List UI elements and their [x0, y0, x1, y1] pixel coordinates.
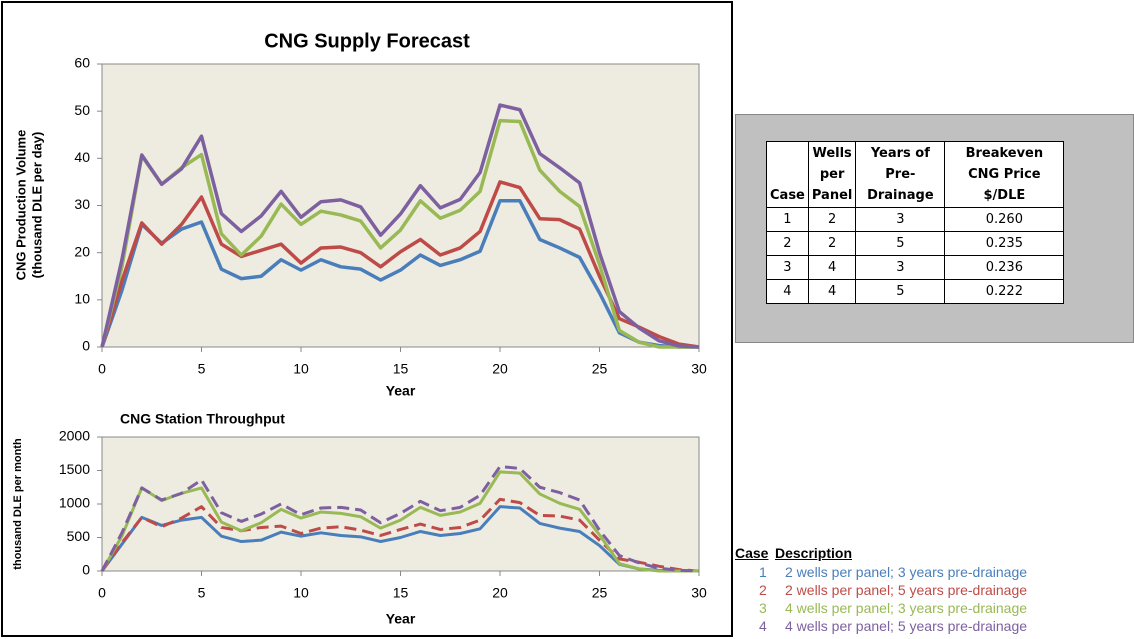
legend-description: 2 wells per panel; 5 years pre-drainage [785, 582, 1028, 598]
y-tick-label: 0 [82, 338, 90, 354]
y-axis-label: CNG Production Volume [13, 130, 28, 281]
legend-header: Description [775, 545, 853, 561]
series-line [100, 470, 699, 573]
x-tick-label: 5 [198, 585, 206, 601]
x-tick-label: 0 [98, 585, 106, 601]
x-tick-label: 15 [393, 585, 409, 601]
y-tick-label: 0 [82, 562, 90, 578]
chart-panel: CNG Supply Forecast Year CNG Production Vo… [1, 1, 733, 637]
x-tick-label: 25 [592, 361, 608, 377]
column-header: Wells per Panel [807, 141, 857, 208]
y-tick-label: 10 [74, 291, 90, 307]
legend-case: 4 [759, 618, 767, 634]
table-cell: 4 [766, 279, 809, 304]
series-line [100, 103, 700, 349]
x-tick-label: 20 [492, 585, 508, 601]
table-cell: 3 [855, 207, 946, 232]
table-cell: 3 [766, 255, 809, 280]
legend-case: 1 [759, 564, 767, 580]
y-tick-label: 30 [74, 196, 90, 212]
y-axis-label: (thousand DLE per day) [29, 132, 44, 279]
chart-title: CNG Station Throughput [120, 411, 285, 427]
table-cell: 0.222 [944, 279, 1065, 304]
table-cell: 2 [807, 231, 857, 256]
table-cell: 5 [855, 279, 946, 304]
series-line [100, 497, 700, 573]
cases-table: Case Wells per Panel Years of Pre-Drainage… [766, 141, 1065, 304]
plot-area [101, 63, 700, 348]
table-cell: 5 [855, 231, 946, 256]
legend-table: Case Description 1 2 wells per panel; 3 y… [735, 545, 1134, 637]
plot-area [101, 436, 700, 572]
x-axis-label: Year [386, 611, 416, 627]
table-cell: 0.236 [944, 255, 1065, 280]
table-cell: 0.235 [944, 231, 1065, 256]
table-body: 1 2 3 0.260 2 2 5 0.235 3 4 3 0.236 4 4 5 0.222 [766, 207, 1065, 304]
legend-case: 2 [759, 582, 767, 598]
table-cell: 2 [766, 231, 809, 256]
table-cell: 4 [807, 279, 857, 304]
x-tick-label: 15 [393, 361, 409, 377]
legend-description: 2 wells per panel; 3 years pre-drainage [785, 564, 1028, 580]
y-tick-label: 60 [74, 55, 90, 71]
table-cell: 3 [855, 255, 946, 280]
x-tick-label: 0 [98, 361, 106, 377]
table-cell: 2 [807, 207, 857, 232]
legend-description: 4 wells per panel; 5 years pre-drainage [785, 618, 1028, 634]
y-tick-label: 2000 [59, 428, 90, 444]
x-tick-label: 25 [592, 585, 608, 601]
chart-title: CNG Supply Forecast [264, 30, 470, 52]
x-tick-label: 5 [198, 361, 206, 377]
y-tick-label: 50 [74, 102, 90, 118]
x-tick-label: 10 [293, 585, 309, 601]
table-header: Case Wells per Panel Years of Pre-Drainage… [766, 141, 1065, 208]
y-tick-label: 40 [74, 149, 90, 165]
legend-description: 4 wells per panel; 3 years pre-drainage [785, 600, 1028, 616]
table-row: 1 2 3 0.260 [766, 207, 1065, 232]
x-tick-label: 20 [492, 361, 508, 377]
x-tick-label: 10 [293, 361, 309, 377]
table-row: 3 4 3 0.236 [766, 255, 1065, 280]
cases-frame: Case Wells per Panel Years of Pre-Drainage… [735, 114, 1134, 343]
series-line [100, 505, 699, 573]
column-header: Years of Pre-Drainage [855, 141, 946, 208]
y-axis-label: thousand DLE per month [12, 438, 24, 570]
y-tick-label: 20 [74, 243, 90, 259]
table-cell: 4 [807, 255, 857, 280]
series-line [100, 180, 700, 349]
x-axis-label: Year [386, 383, 416, 399]
x-tick-label: 30 [691, 361, 707, 377]
series-line [100, 118, 699, 349]
legend-case: 3 [759, 600, 767, 616]
y-tick-label: 1000 [59, 495, 90, 511]
table-cell: 0.260 [944, 207, 1065, 232]
y-tick-label: 500 [67, 528, 91, 544]
column-header: Breakeven CNG Price $/DLE [944, 141, 1065, 208]
column-header: Case [766, 141, 809, 208]
table-row: 2 2 5 0.235 [766, 231, 1065, 256]
series-line [100, 199, 699, 349]
table-cell: 1 [766, 207, 809, 232]
legend-header: Case [735, 545, 769, 561]
x-tick-label: 30 [691, 585, 707, 601]
y-tick-label: 1500 [59, 461, 90, 477]
table-row: 4 4 5 0.222 [766, 279, 1065, 304]
